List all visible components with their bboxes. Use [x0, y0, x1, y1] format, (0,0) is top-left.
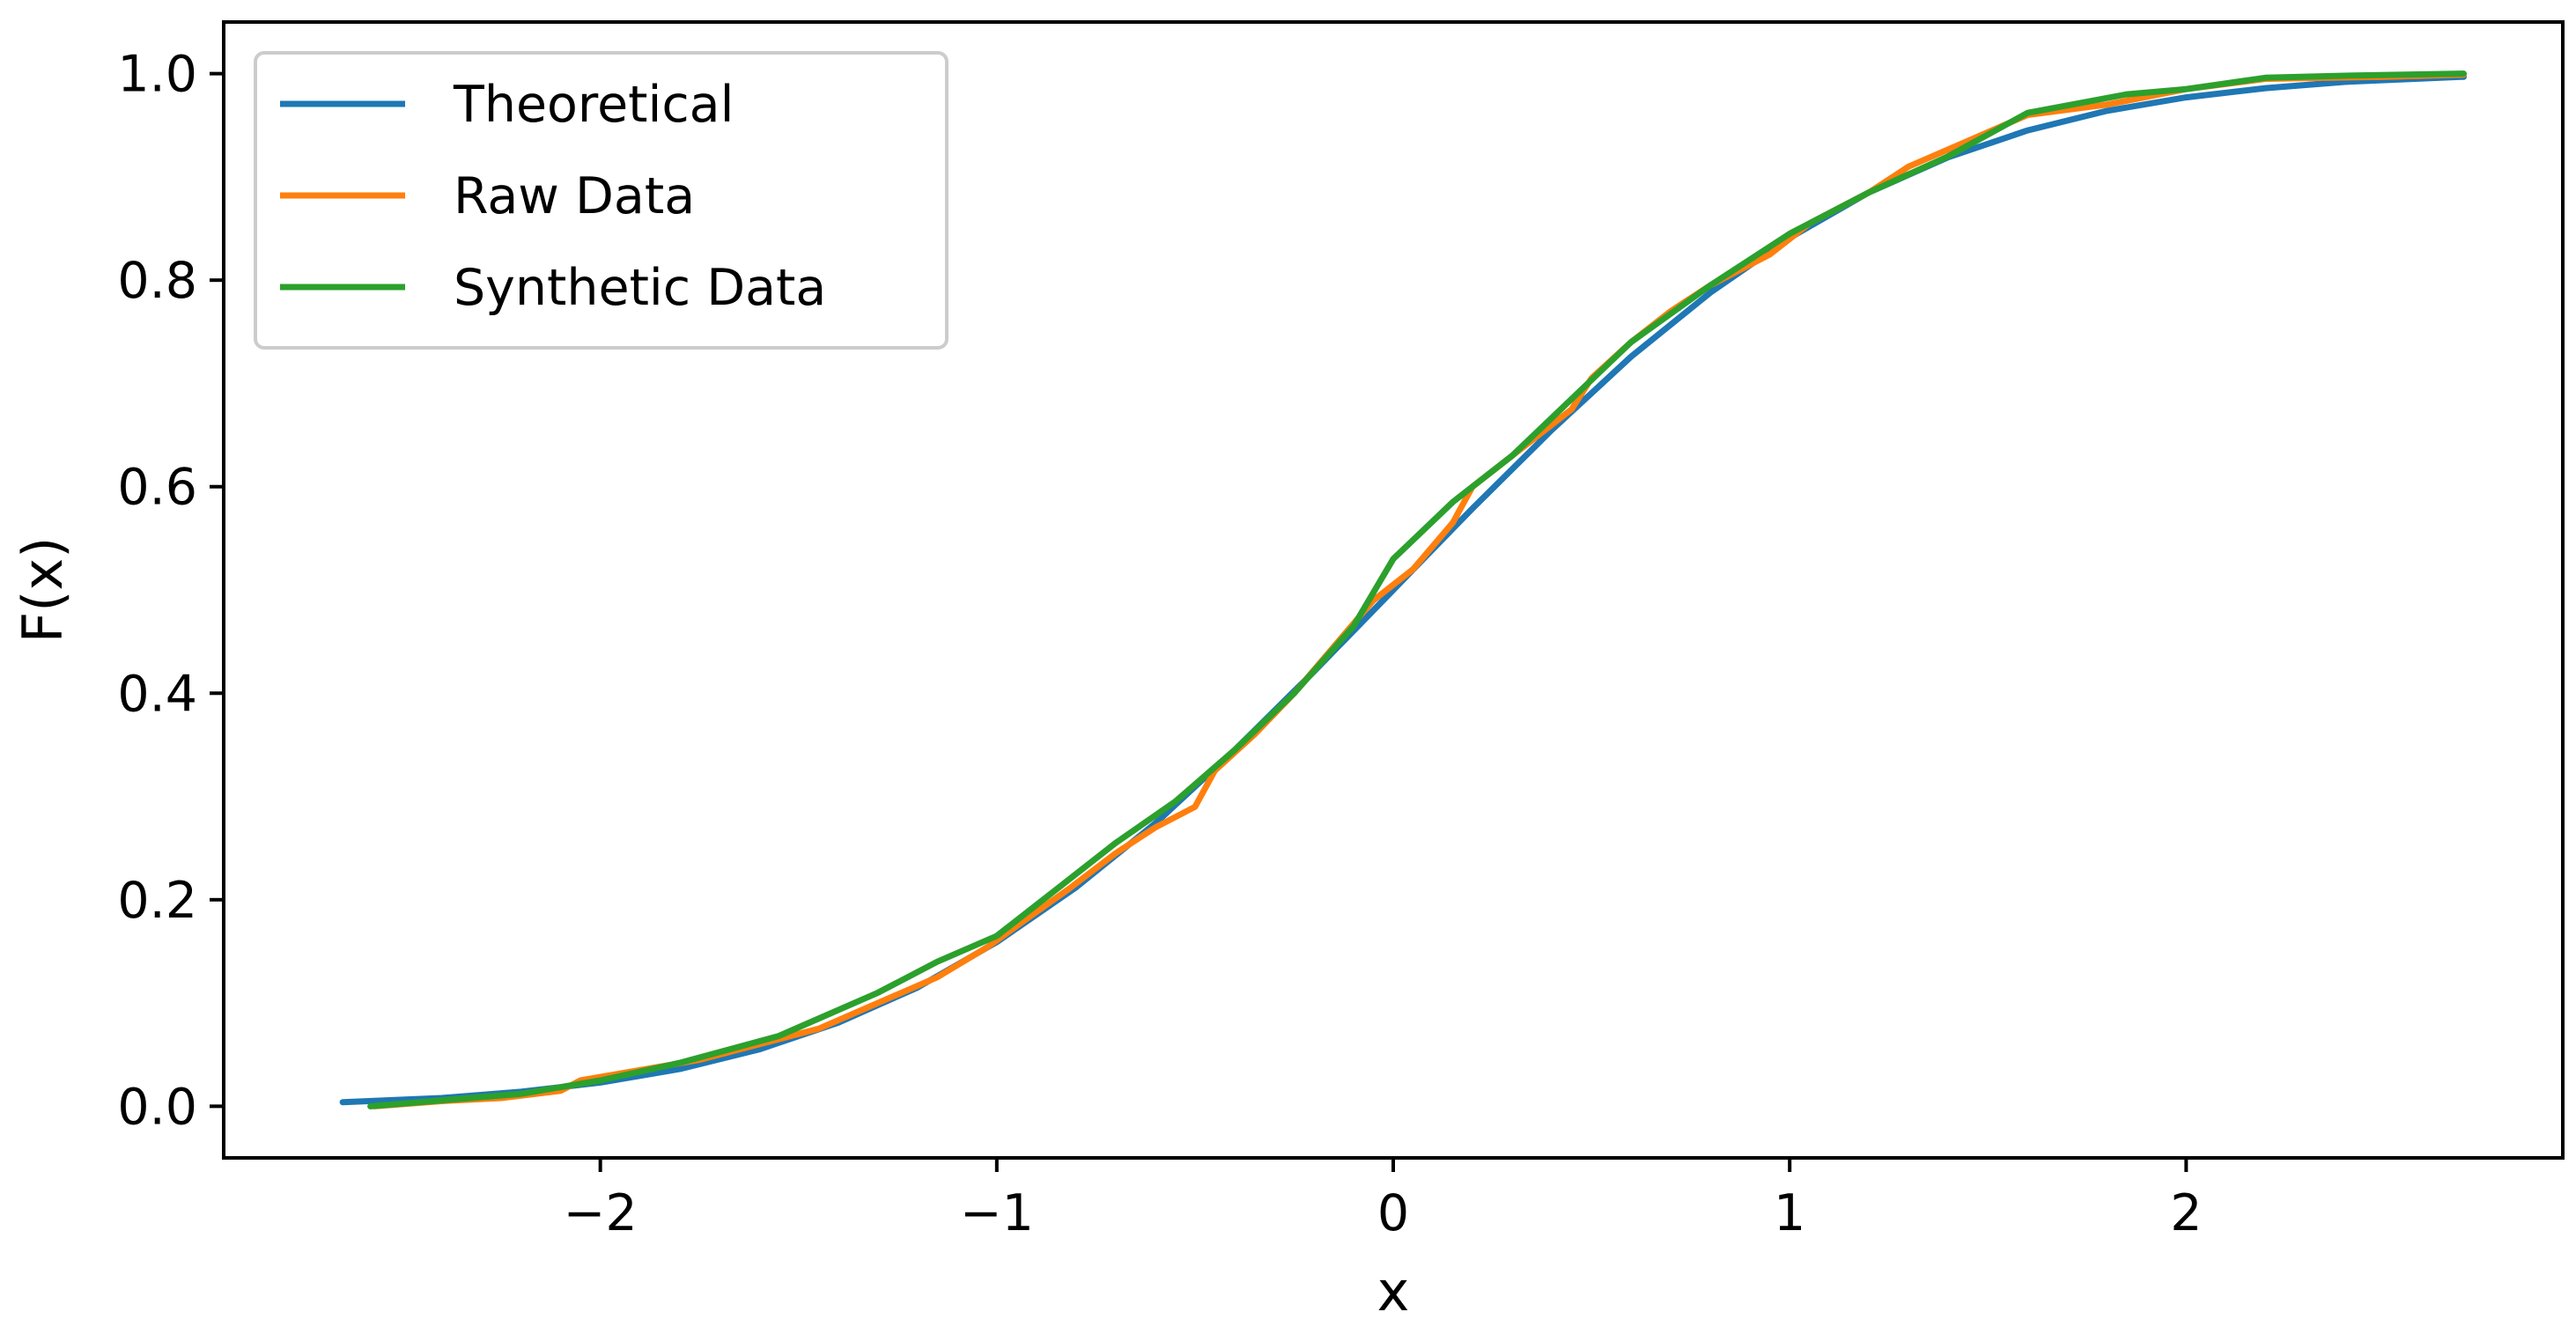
series-line-theoretical — [339, 73, 2467, 1106]
y-axis-label: F(x) — [11, 537, 75, 644]
legend-box — [254, 51, 948, 350]
plot-lines — [339, 70, 2467, 1109]
y-axis: 0.0 0.2 0.4 0.6 0.8 1.0 — [117, 46, 224, 1136]
y-tick-label: 0.8 — [117, 252, 197, 310]
x-tick-label: 1 — [1774, 1184, 1805, 1242]
y-tick-label: 0.0 — [117, 1078, 197, 1136]
legend-label: Raw Data — [454, 167, 695, 225]
legend-label: Theoretical — [453, 76, 734, 134]
y-tick-label: 0.6 — [117, 459, 197, 517]
series-line-synthetic-data — [367, 70, 2467, 1109]
x-axis: −2 −1 0 1 2 — [564, 1158, 2202, 1242]
x-tick-label: −1 — [960, 1184, 1034, 1242]
y-tick-label: 0.4 — [117, 665, 197, 723]
x-tick-label: 2 — [2170, 1184, 2202, 1242]
y-tick-label: 0.2 — [117, 872, 197, 930]
x-axis-label: x — [1377, 1259, 1410, 1323]
x-tick-label: −2 — [564, 1184, 638, 1242]
legend-label: Synthetic Data — [454, 259, 826, 317]
legend: Theoretical Raw Data Synthetic Data — [254, 51, 948, 350]
x-tick-label: 0 — [1377, 1184, 1409, 1242]
y-tick-label: 1.0 — [117, 46, 197, 104]
